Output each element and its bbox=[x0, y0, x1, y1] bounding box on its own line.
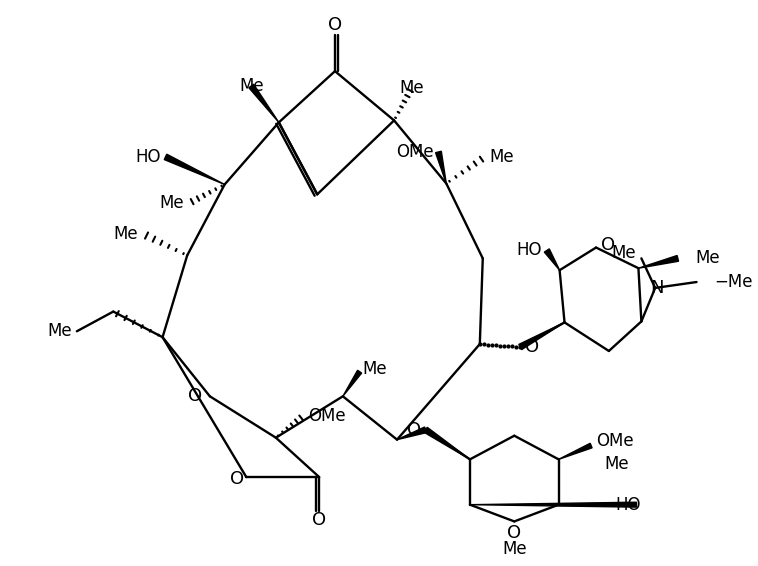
Text: HO: HO bbox=[516, 242, 542, 259]
Text: −Me: −Me bbox=[714, 273, 753, 291]
Text: O: O bbox=[525, 338, 539, 356]
Text: Me: Me bbox=[604, 455, 628, 473]
Text: OMe: OMe bbox=[309, 407, 346, 425]
Polygon shape bbox=[397, 427, 427, 440]
Text: HO: HO bbox=[615, 496, 641, 514]
Text: Me: Me bbox=[160, 194, 184, 212]
Polygon shape bbox=[424, 427, 470, 460]
Text: Me: Me bbox=[696, 250, 720, 267]
Polygon shape bbox=[436, 151, 446, 183]
Text: Me: Me bbox=[362, 360, 387, 378]
Text: O: O bbox=[406, 421, 421, 439]
Text: OMe: OMe bbox=[596, 432, 634, 449]
Text: O: O bbox=[507, 524, 522, 542]
Polygon shape bbox=[544, 249, 559, 270]
Polygon shape bbox=[518, 323, 565, 350]
Text: HO: HO bbox=[135, 148, 161, 166]
Polygon shape bbox=[470, 502, 637, 507]
Text: Me: Me bbox=[239, 77, 264, 95]
Text: Me: Me bbox=[490, 148, 514, 166]
Text: O: O bbox=[312, 512, 326, 529]
Text: O: O bbox=[230, 470, 244, 488]
Text: Me: Me bbox=[399, 79, 424, 97]
Polygon shape bbox=[343, 370, 362, 396]
Text: N: N bbox=[650, 279, 664, 297]
Polygon shape bbox=[559, 443, 592, 460]
Text: Me: Me bbox=[502, 540, 527, 558]
Text: OMe: OMe bbox=[396, 143, 434, 161]
Text: Me: Me bbox=[113, 225, 138, 243]
Text: Me: Me bbox=[47, 322, 72, 340]
Text: O: O bbox=[328, 16, 342, 34]
Polygon shape bbox=[638, 255, 678, 268]
Text: O: O bbox=[188, 387, 202, 405]
Polygon shape bbox=[249, 84, 279, 122]
Polygon shape bbox=[164, 154, 224, 185]
Text: Me: Me bbox=[612, 245, 637, 263]
Text: O: O bbox=[601, 235, 615, 254]
